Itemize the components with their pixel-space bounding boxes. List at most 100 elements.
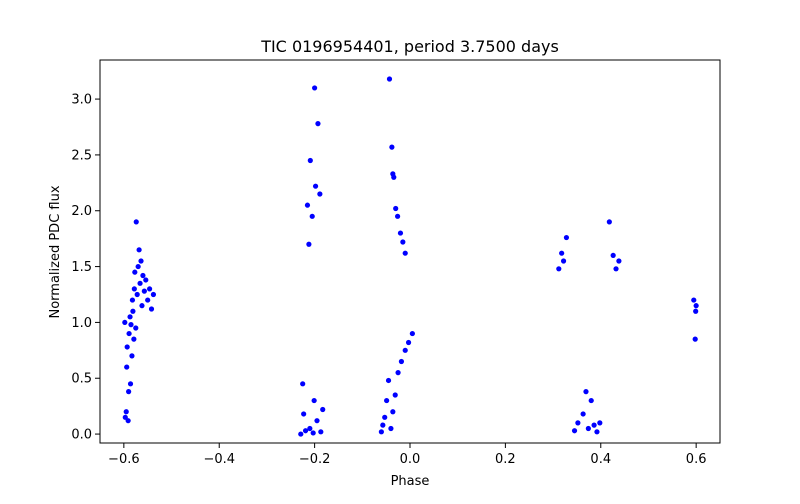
data-point — [137, 280, 143, 286]
data-point — [597, 420, 603, 426]
data-point — [395, 370, 401, 376]
x-tick-label: 0.4 — [590, 452, 611, 467]
data-point — [382, 414, 388, 420]
data-point — [143, 277, 149, 283]
data-point — [130, 308, 136, 314]
data-point — [692, 336, 698, 342]
data-point — [571, 428, 578, 434]
x-axis: −0.6 −0.4 −0.2 0.0 0.2 0.4 0.6 — [108, 443, 706, 467]
data-point — [588, 397, 594, 404]
data-point — [388, 425, 394, 432]
data-point — [136, 247, 142, 253]
data-point — [126, 389, 132, 395]
data-point — [392, 392, 398, 398]
data-point — [563, 234, 570, 241]
data-point — [131, 336, 137, 342]
data-point — [409, 330, 415, 337]
data-point — [135, 263, 141, 270]
data-point — [397, 230, 404, 236]
data-point — [132, 269, 138, 275]
data-point — [129, 297, 136, 303]
data-point — [312, 85, 318, 91]
data-point — [139, 303, 145, 309]
data-point — [575, 420, 581, 426]
data-point — [610, 252, 616, 259]
data-point — [606, 219, 612, 225]
data-point — [147, 286, 153, 292]
x-tick-label: −0.2 — [299, 452, 331, 467]
data-point — [583, 389, 589, 395]
data-point — [318, 429, 324, 435]
data-point — [693, 308, 699, 314]
y-axis: 0.0 0.5 1.0 1.5 2.0 2.5 3.0 — [71, 93, 100, 443]
data-point — [307, 425, 313, 432]
data-point — [395, 213, 401, 219]
data-point — [129, 353, 135, 359]
y-axis-label: Normalized PDC flux — [48, 185, 63, 318]
data-point — [304, 202, 311, 208]
data-point — [133, 219, 139, 225]
data-point — [314, 418, 320, 424]
data-point — [400, 239, 406, 245]
chart-title: TIC 0196954401, period 3.7500 days — [260, 37, 559, 56]
data-point — [405, 339, 412, 346]
x-tick-label: 0.0 — [400, 452, 421, 467]
data-point — [306, 241, 312, 247]
data-point — [393, 205, 399, 212]
data-point — [125, 418, 131, 424]
points-layer — [122, 76, 699, 437]
data-point — [311, 397, 317, 404]
y-tick-label: 3.0 — [71, 93, 92, 108]
data-point — [315, 121, 321, 127]
data-point — [301, 411, 307, 417]
data-point — [138, 258, 144, 264]
data-point — [591, 422, 597, 428]
data-point — [613, 266, 619, 272]
data-point — [398, 358, 405, 365]
data-point — [312, 183, 319, 189]
data-point — [390, 409, 396, 415]
data-point — [128, 322, 134, 328]
data-point — [141, 288, 147, 294]
x-axis-label: Phase — [391, 474, 430, 489]
data-point — [386, 76, 393, 82]
data-point — [124, 344, 130, 350]
data-point — [300, 381, 306, 387]
y-tick-label: 1.0 — [71, 316, 92, 331]
data-point — [127, 314, 133, 320]
data-point — [298, 431, 304, 437]
data-point — [402, 347, 408, 353]
data-point — [133, 325, 139, 331]
data-point — [384, 397, 390, 404]
data-point — [127, 381, 134, 387]
data-point — [391, 174, 397, 180]
data-point — [691, 297, 697, 303]
data-point — [693, 303, 699, 309]
x-tick-label: 0.2 — [495, 452, 516, 467]
data-point — [145, 297, 151, 303]
data-point — [389, 144, 395, 150]
data-point — [140, 272, 146, 279]
data-point — [150, 291, 157, 298]
data-point — [320, 406, 326, 413]
data-point — [580, 411, 586, 417]
data-point — [122, 319, 128, 326]
data-point — [385, 377, 392, 384]
data-point — [380, 422, 386, 428]
x-tick-label: −0.6 — [108, 452, 140, 467]
data-point — [402, 250, 408, 256]
data-point — [148, 306, 155, 312]
data-point — [594, 429, 600, 435]
data-point — [317, 191, 323, 197]
y-tick-label: 2.5 — [71, 148, 92, 163]
data-point — [616, 258, 622, 264]
y-tick-label: 2.0 — [71, 204, 92, 219]
data-point — [309, 213, 315, 219]
data-point — [134, 291, 140, 298]
data-point — [585, 425, 591, 432]
y-tick-label: 0.0 — [71, 428, 92, 443]
y-tick-label: 0.5 — [71, 372, 92, 387]
data-point — [560, 258, 567, 264]
